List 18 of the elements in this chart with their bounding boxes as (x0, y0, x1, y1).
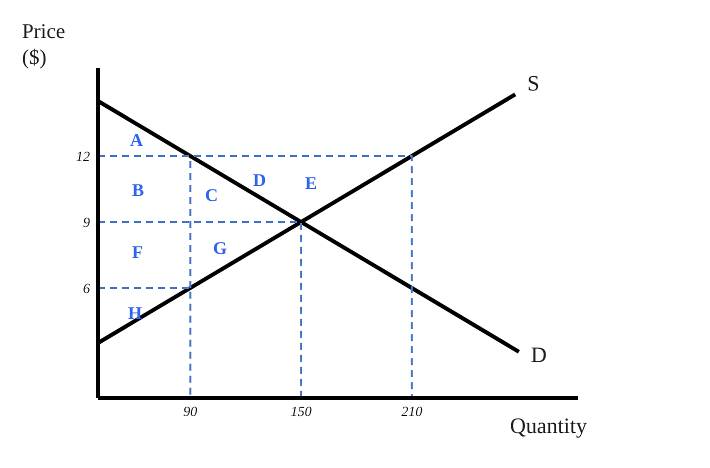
x-tick-label: 150 (290, 404, 312, 420)
annotation: H (128, 303, 142, 323)
annotation: B (132, 180, 144, 200)
annotation: A (130, 130, 143, 150)
y-tick-label: 6 (83, 282, 90, 297)
annotation: G (213, 238, 228, 258)
y-tick-label: 12 (76, 150, 90, 165)
series-label: S (527, 70, 540, 96)
series-label: D (530, 342, 547, 367)
x-axis-title: Quantity (510, 413, 587, 439)
y-axis-title: Price ($) (22, 18, 66, 70)
annotation: D (253, 170, 266, 190)
x-tick-label: 210 (401, 404, 422, 420)
x-tick-label: 90 (183, 404, 198, 420)
annotation: E (305, 173, 318, 193)
y-tick-label: 9 (83, 216, 90, 231)
annotation: F (132, 242, 143, 262)
annotation: C (205, 185, 218, 205)
